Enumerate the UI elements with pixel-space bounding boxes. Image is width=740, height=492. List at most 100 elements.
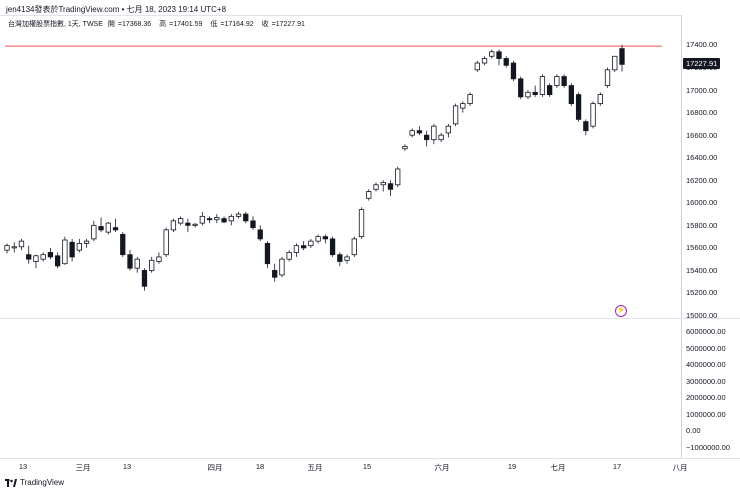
candle[interactable] xyxy=(55,252,61,269)
candle[interactable] xyxy=(163,227,169,257)
candle[interactable] xyxy=(178,216,184,226)
candle[interactable] xyxy=(170,218,177,233)
candle[interactable] xyxy=(62,236,68,265)
candle[interactable] xyxy=(568,83,574,106)
candle[interactable] xyxy=(590,101,596,129)
candle[interactable] xyxy=(112,218,119,233)
candle[interactable] xyxy=(83,238,90,248)
candle[interactable] xyxy=(257,225,263,242)
candle[interactable] xyxy=(416,126,423,136)
candle[interactable] xyxy=(149,256,155,273)
candle[interactable] xyxy=(344,254,350,264)
candle[interactable] xyxy=(301,241,307,251)
candle[interactable] xyxy=(76,238,82,253)
candle[interactable] xyxy=(337,252,343,266)
candle[interactable] xyxy=(612,55,618,73)
candle[interactable] xyxy=(221,216,227,224)
candle[interactable] xyxy=(597,92,603,106)
candle[interactable] xyxy=(474,60,480,73)
candle-body xyxy=(583,121,589,132)
candle[interactable] xyxy=(308,238,314,248)
candle[interactable] xyxy=(156,252,162,264)
chart-frame[interactable] xyxy=(0,15,682,459)
candle[interactable] xyxy=(467,92,473,106)
candle[interactable] xyxy=(192,223,198,228)
candle[interactable] xyxy=(604,67,611,88)
candle[interactable] xyxy=(4,243,10,254)
candle[interactable] xyxy=(98,217,104,233)
candle[interactable] xyxy=(481,56,488,66)
price-tick-label: 17400.00 xyxy=(686,40,718,49)
candle[interactable] xyxy=(279,256,285,278)
candle-body xyxy=(120,233,126,256)
candle[interactable] xyxy=(315,234,321,244)
candle[interactable] xyxy=(452,103,459,127)
candle[interactable] xyxy=(366,189,372,201)
candle[interactable] xyxy=(11,242,17,253)
candle[interactable] xyxy=(141,268,148,291)
candle[interactable] xyxy=(127,250,133,271)
candle[interactable] xyxy=(525,90,531,100)
candle[interactable] xyxy=(619,44,625,72)
candle[interactable] xyxy=(105,221,111,235)
candle[interactable] xyxy=(532,85,538,97)
lightning-icon[interactable]: ⚡ xyxy=(615,305,627,317)
candle[interactable] xyxy=(33,254,39,269)
candle[interactable] xyxy=(583,119,589,136)
candle[interactable] xyxy=(402,144,408,151)
candle[interactable] xyxy=(26,245,32,264)
candle[interactable] xyxy=(431,123,437,145)
candle[interactable] xyxy=(510,60,517,82)
candle[interactable] xyxy=(235,211,242,219)
candle[interactable] xyxy=(424,130,430,147)
candle[interactable] xyxy=(293,243,300,257)
pane-divider[interactable] xyxy=(0,318,740,319)
candle[interactable] xyxy=(199,211,205,226)
candle[interactable] xyxy=(409,128,415,138)
candle[interactable] xyxy=(69,238,75,262)
candle[interactable] xyxy=(214,214,220,224)
candle-body xyxy=(286,252,292,260)
candle[interactable] xyxy=(438,132,444,142)
footer-brand[interactable]: TradingView xyxy=(5,478,64,487)
candle-body xyxy=(69,241,75,258)
candle[interactable] xyxy=(395,166,401,188)
candle[interactable] xyxy=(358,207,365,239)
candle[interactable] xyxy=(329,236,336,257)
candle[interactable] xyxy=(322,234,328,244)
candle[interactable] xyxy=(380,180,386,192)
candle[interactable] xyxy=(264,241,271,269)
candle-body xyxy=(192,223,198,226)
candle[interactable] xyxy=(539,74,546,97)
candle[interactable] xyxy=(91,220,97,242)
candle[interactable] xyxy=(445,123,451,138)
candle[interactable] xyxy=(489,49,495,59)
candle[interactable] xyxy=(228,214,234,226)
candle-body xyxy=(26,254,32,260)
candle[interactable] xyxy=(286,250,292,262)
candle[interactable] xyxy=(243,211,249,224)
candle-body xyxy=(409,130,415,136)
candle[interactable] xyxy=(460,101,466,113)
candle[interactable] xyxy=(120,232,126,257)
candle[interactable] xyxy=(373,182,379,192)
time-tick-label: 17 xyxy=(612,462,622,471)
candle[interactable] xyxy=(518,76,524,100)
candle[interactable] xyxy=(547,83,553,97)
candle[interactable] xyxy=(272,263,278,282)
candle[interactable] xyxy=(496,49,502,66)
candle[interactable] xyxy=(18,238,25,251)
candle[interactable] xyxy=(387,180,394,197)
candle[interactable] xyxy=(561,74,567,88)
candle[interactable] xyxy=(206,216,213,224)
candle[interactable] xyxy=(185,218,191,233)
candle[interactable] xyxy=(351,236,357,257)
candle[interactable] xyxy=(554,74,560,88)
candle[interactable] xyxy=(40,252,46,262)
candle[interactable] xyxy=(503,56,509,68)
candlestick-chart[interactable] xyxy=(0,15,681,318)
candle[interactable] xyxy=(575,92,582,122)
candle[interactable] xyxy=(250,216,256,230)
candle[interactable] xyxy=(47,247,54,260)
candle[interactable] xyxy=(134,256,140,273)
